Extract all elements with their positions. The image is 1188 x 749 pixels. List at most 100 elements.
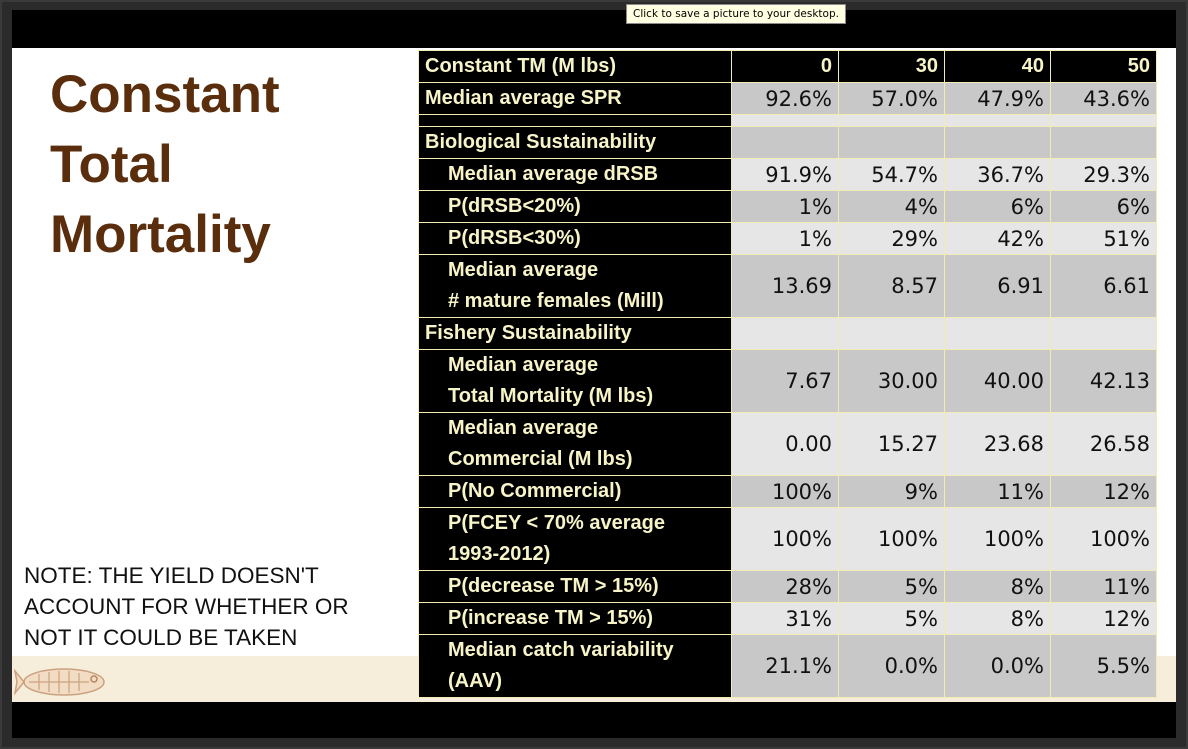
table-cell (944, 114, 1051, 127)
row-label-line: Median average (448, 417, 599, 439)
header-label: Constant TM (M lbs) (418, 50, 732, 83)
letterbox-bottom (12, 702, 1176, 738)
table-cell (838, 126, 945, 159)
table-row: Median average Total Mortality (M lbs) 7.6… (418, 349, 1157, 413)
row-label: Median average # mature females (Mill) (418, 254, 732, 318)
table-cell: 0.0% (838, 634, 945, 698)
table-cell: 6.91 (944, 254, 1051, 318)
table-cell: 100% (944, 507, 1051, 571)
table-cell: 6.61 (1050, 254, 1157, 318)
row-label: Biological Sustainability (418, 126, 732, 159)
table-cell: 91.9% (731, 158, 839, 191)
table-cell (838, 317, 945, 350)
table-cell: 28% (731, 570, 839, 603)
header-value: 0 (731, 50, 839, 83)
row-label-line: Median average SPR (425, 87, 622, 109)
row-label: Median average dRSB (418, 158, 732, 191)
table-cell: 100% (731, 507, 839, 571)
fish-logo-icon (14, 668, 105, 696)
row-label-line: Total Mortality (M lbs) (448, 385, 654, 407)
note-line: NOT IT COULD BE TAKEN (24, 625, 298, 650)
table-cell: 23.68 (944, 412, 1051, 476)
table-cell: 100% (731, 475, 839, 508)
table-cell: 1% (731, 190, 839, 223)
table-cell: 29.3% (1050, 158, 1157, 191)
table-cell: 15.27 (838, 412, 945, 476)
table-cell: 29% (838, 222, 945, 255)
row-label-line: P(increase TM > 15%) (448, 607, 654, 629)
table-cell: 5% (838, 570, 945, 603)
table-row: P(decrease TM > 15%) 28% 5% 8% 11% (418, 570, 1157, 603)
table-header-row: Constant TM (M lbs) 0 30 40 50 (418, 50, 1157, 83)
table-row: Median average Commercial (M lbs) 0.00 15.2… (418, 412, 1157, 476)
table-cell: 6% (944, 190, 1051, 223)
table-cell: 7.67 (731, 349, 839, 413)
table-row (418, 114, 1157, 127)
table-cell: 6% (1050, 190, 1157, 223)
table-row: Median average dRSB 91.9% 54.7% 36.7% 29.3% (418, 158, 1157, 191)
table-cell: 47.9% (944, 82, 1051, 115)
row-label-line: Biological Sustainability (425, 131, 657, 153)
title-line: Total (50, 135, 173, 194)
row-label-line: P(decrease TM > 15%) (448, 575, 659, 597)
table-cell: 0.0% (944, 634, 1051, 698)
table-cell: 100% (838, 507, 945, 571)
table-cell: 40.00 (944, 349, 1051, 413)
table-cell (838, 114, 945, 127)
table-cell: 5% (838, 602, 945, 635)
row-label-line: Median average dRSB (448, 163, 659, 185)
table-cell: 51% (1050, 222, 1157, 255)
table-cell: 8% (944, 602, 1051, 635)
table-row: P(increase TM > 15%) 31% 5% 8% 12% (418, 602, 1157, 635)
table-cell: 30.00 (838, 349, 945, 413)
note-line: ACCOUNT FOR WHETHER OR (24, 594, 349, 619)
row-label-line: P(dRSB<30%) (448, 227, 581, 249)
table-cell: 8% (944, 570, 1051, 603)
row-label-line: Commercial (M lbs) (448, 448, 633, 470)
table-cell (1050, 317, 1157, 350)
table-cell: 0.00 (731, 412, 839, 476)
table-cell: 12% (1050, 602, 1157, 635)
slide: Constant Total Mortality NOTE: THE YIELD… (12, 48, 1176, 702)
table-cell: 12% (1050, 475, 1157, 508)
table-cell: 100% (1050, 507, 1157, 571)
table-row: P(No Commercial) 100% 9% 11% 12% (418, 475, 1157, 508)
table-cell: 9% (838, 475, 945, 508)
results-table: Constant TM (M lbs) 0 30 40 50 Median average… (418, 50, 1157, 698)
row-label: Median catch variability (AAV) (418, 634, 732, 698)
table-row: Median average SPR 92.6% 57.0% 47.9% 43.6% (418, 82, 1157, 115)
table-cell: 31% (731, 602, 839, 635)
table-cell: 42.13 (1050, 349, 1157, 413)
table-cell (944, 126, 1051, 159)
save-picture-tooltip: Click to save a picture to your desktop. (626, 4, 846, 24)
table-cell: 1% (731, 222, 839, 255)
row-label: Median average SPR (418, 82, 732, 115)
table-row: Median catch variability (AAV) 21.1% 0.0% 0.… (418, 634, 1157, 698)
table-cell: 21.1% (731, 634, 839, 698)
row-label-line: Fishery Sustainability (425, 322, 632, 344)
table-row: Fishery Sustainability (418, 317, 1157, 350)
row-label: Median average Commercial (M lbs) (418, 412, 732, 476)
row-label-line: (AAV) (448, 670, 503, 692)
table-row: P(FCEY < 70% average 1993-2012) 100% 100% 10… (418, 507, 1157, 571)
table-row: Median average # mature females (Mill) 13.… (418, 254, 1157, 318)
table-cell: 54.7% (838, 158, 945, 191)
letterbox-top (12, 10, 1176, 48)
row-label: Fishery Sustainability (418, 317, 732, 350)
title-line: Mortality (50, 205, 271, 264)
row-label: P(dRSB<20%) (418, 190, 732, 223)
row-label-line: # mature females (Mill) (448, 290, 664, 312)
table-cell: 43.6% (1050, 82, 1157, 115)
table-cell: 11% (1050, 570, 1157, 603)
row-label: P(No Commercial) (418, 475, 732, 508)
table-cell (731, 317, 839, 350)
table-cell: 42% (944, 222, 1051, 255)
row-label-line: Median catch variability (448, 639, 674, 661)
row-label-line: P(FCEY < 70% average (448, 512, 665, 534)
row-label-line: Median average (448, 259, 599, 281)
table-cell (731, 126, 839, 159)
row-label (418, 114, 732, 127)
table-cell: 8.57 (838, 254, 945, 318)
row-label: Median average Total Mortality (M lbs) (418, 349, 732, 413)
